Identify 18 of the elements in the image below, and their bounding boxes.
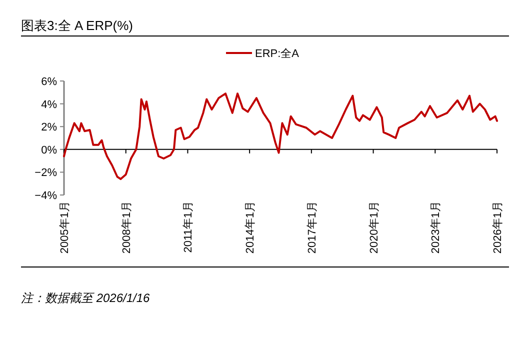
legend-label: ERP:全A <box>255 48 300 60</box>
x-tick-label: 2014年1月 <box>244 201 257 254</box>
x-tick-label: 2017年1月 <box>306 201 318 254</box>
y-tick-label: 0% <box>41 144 58 156</box>
x-tick-label: 2020年1月 <box>368 201 380 254</box>
y-tick-label: 2% <box>41 122 58 134</box>
y-tick-label: 4% <box>41 98 58 111</box>
y-tick-label: −2% <box>34 167 58 180</box>
line-series <box>63 92 498 180</box>
x-tick-label: 2011年1月 <box>182 201 195 253</box>
x-tick-label: 2005年1月 <box>59 201 71 254</box>
x-tick-label: 2026年1月 <box>492 201 504 254</box>
text: 注：数据截至 2026/1/16 <box>21 291 150 305</box>
y-tick-label: −4% <box>34 190 58 202</box>
y-tick-label: 6% <box>41 76 58 88</box>
x-tick-label: 2008年1月 <box>120 201 133 254</box>
chart-title: 图表3:全 A ERP(%) <box>21 18 133 33</box>
x-tick-label: 2023年1月 <box>430 201 442 254</box>
